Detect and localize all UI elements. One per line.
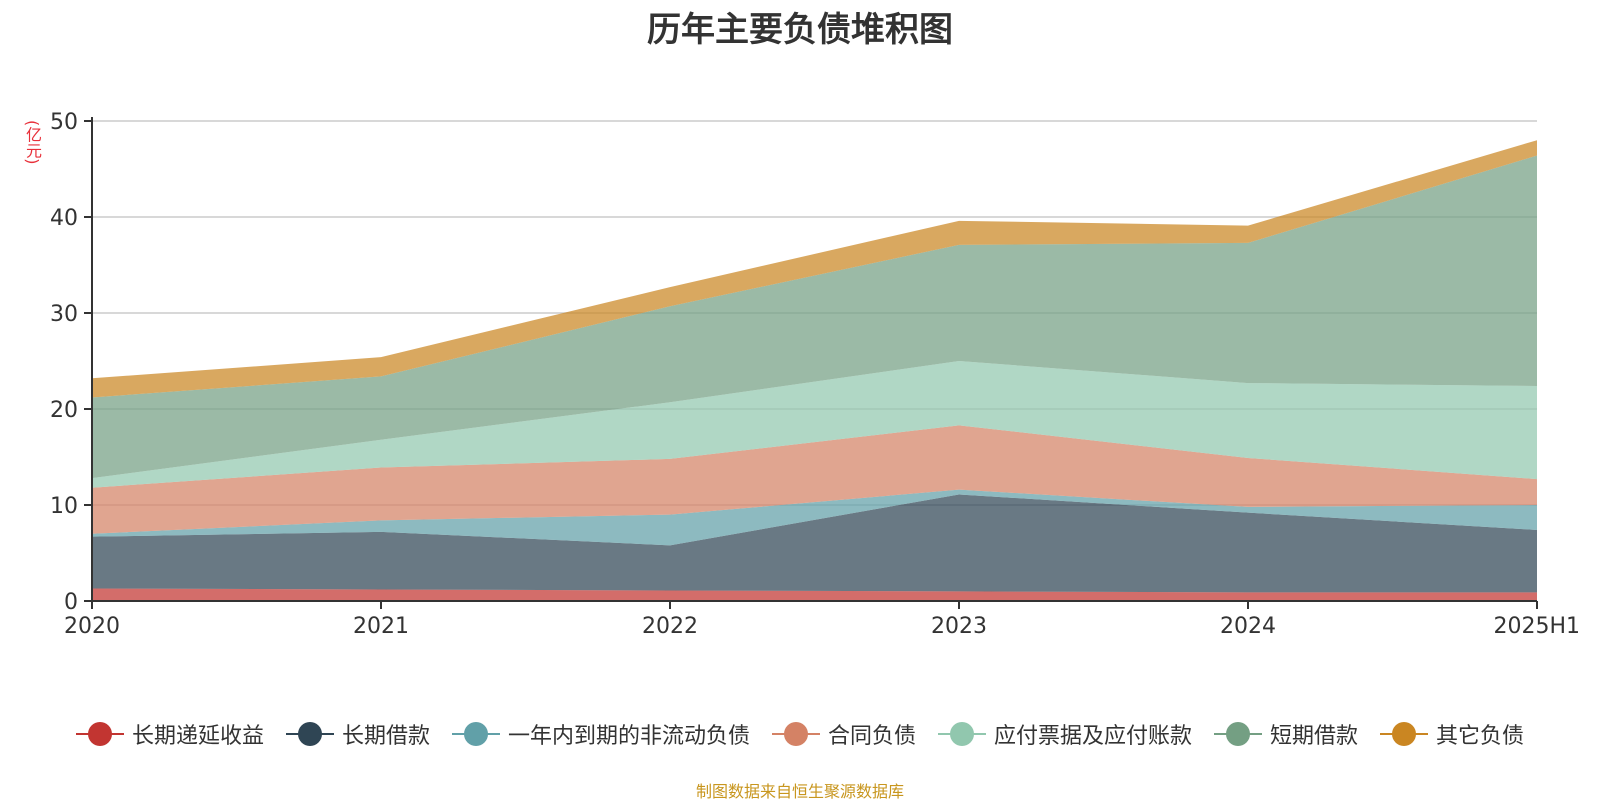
legend-item[interactable]: 其它负债 <box>1380 718 1524 750</box>
legend-item[interactable]: 合同负债 <box>771 718 916 750</box>
x-tick-label: 2023 <box>931 614 987 639</box>
y-tick-label: 10 <box>50 494 78 519</box>
chart-title: 历年主要负债堆积图 <box>647 10 953 50</box>
legend-label: 长期递延收益 <box>131 724 264 749</box>
x-tick-label: 2025H1 <box>1493 614 1580 639</box>
legend-label: 一年内到期的非流动负债 <box>507 724 750 749</box>
legend-marker <box>451 722 500 746</box>
y-tick-label: 30 <box>50 302 78 327</box>
y-tick-label: 20 <box>50 398 78 423</box>
legend-marker <box>1380 722 1429 746</box>
legend-marker <box>1214 722 1263 746</box>
legend-marker <box>75 722 124 746</box>
x-tick-label: 2024 <box>1220 614 1276 639</box>
area-series-3 <box>92 425 1537 534</box>
legend-item[interactable]: 长期借款 <box>285 718 430 750</box>
legend-marker <box>771 722 820 746</box>
legend-label: 短期借款 <box>1270 724 1359 749</box>
legend-label: 应付票据及应付账款 <box>994 724 1193 749</box>
legend-item[interactable]: 一年内到期的非流动负债 <box>451 718 750 750</box>
area-series <box>92 140 1537 601</box>
y-tick-label: 0 <box>64 590 78 615</box>
legend-label: 长期借款 <box>341 724 430 749</box>
legend-item[interactable]: 长期递延收益 <box>75 718 264 750</box>
x-tick-label: 2021 <box>353 614 409 639</box>
y-axis-unit-label: (亿元) <box>23 120 42 165</box>
area-series-1 <box>92 494 1537 593</box>
legend-marker <box>285 722 334 746</box>
area-series-6 <box>92 140 1537 398</box>
legend-label: 其它负债 <box>1436 724 1525 749</box>
legend-item[interactable]: 短期借款 <box>1214 718 1358 750</box>
x-tick-label: 2022 <box>642 614 698 639</box>
legend-marker <box>938 722 986 746</box>
legend-label: 合同负债 <box>827 724 916 749</box>
axes: 0 10 20 30 40 50 2020 2021 2022 2023 2024 2025H1 <box>50 110 1580 639</box>
data-source-note: 制图数据来自恒生聚源数据库 <box>695 782 904 801</box>
legend: 长期递延收益 长期借款 一年内到期的非流动负债 合同负债 应付票据及应付账款 短期借款 其它… <box>0 718 1600 750</box>
y-tick-label: 50 <box>50 110 78 135</box>
y-tick-label: 40 <box>50 206 78 231</box>
area-series-5 <box>92 155 1537 479</box>
x-tick-label: 2020 <box>64 614 120 639</box>
area-series-2 <box>92 489 1537 546</box>
area-series-0 <box>92 588 1537 601</box>
legend-item[interactable]: 应付票据及应付账款 <box>938 718 1192 750</box>
area-series-4 <box>92 361 1537 488</box>
